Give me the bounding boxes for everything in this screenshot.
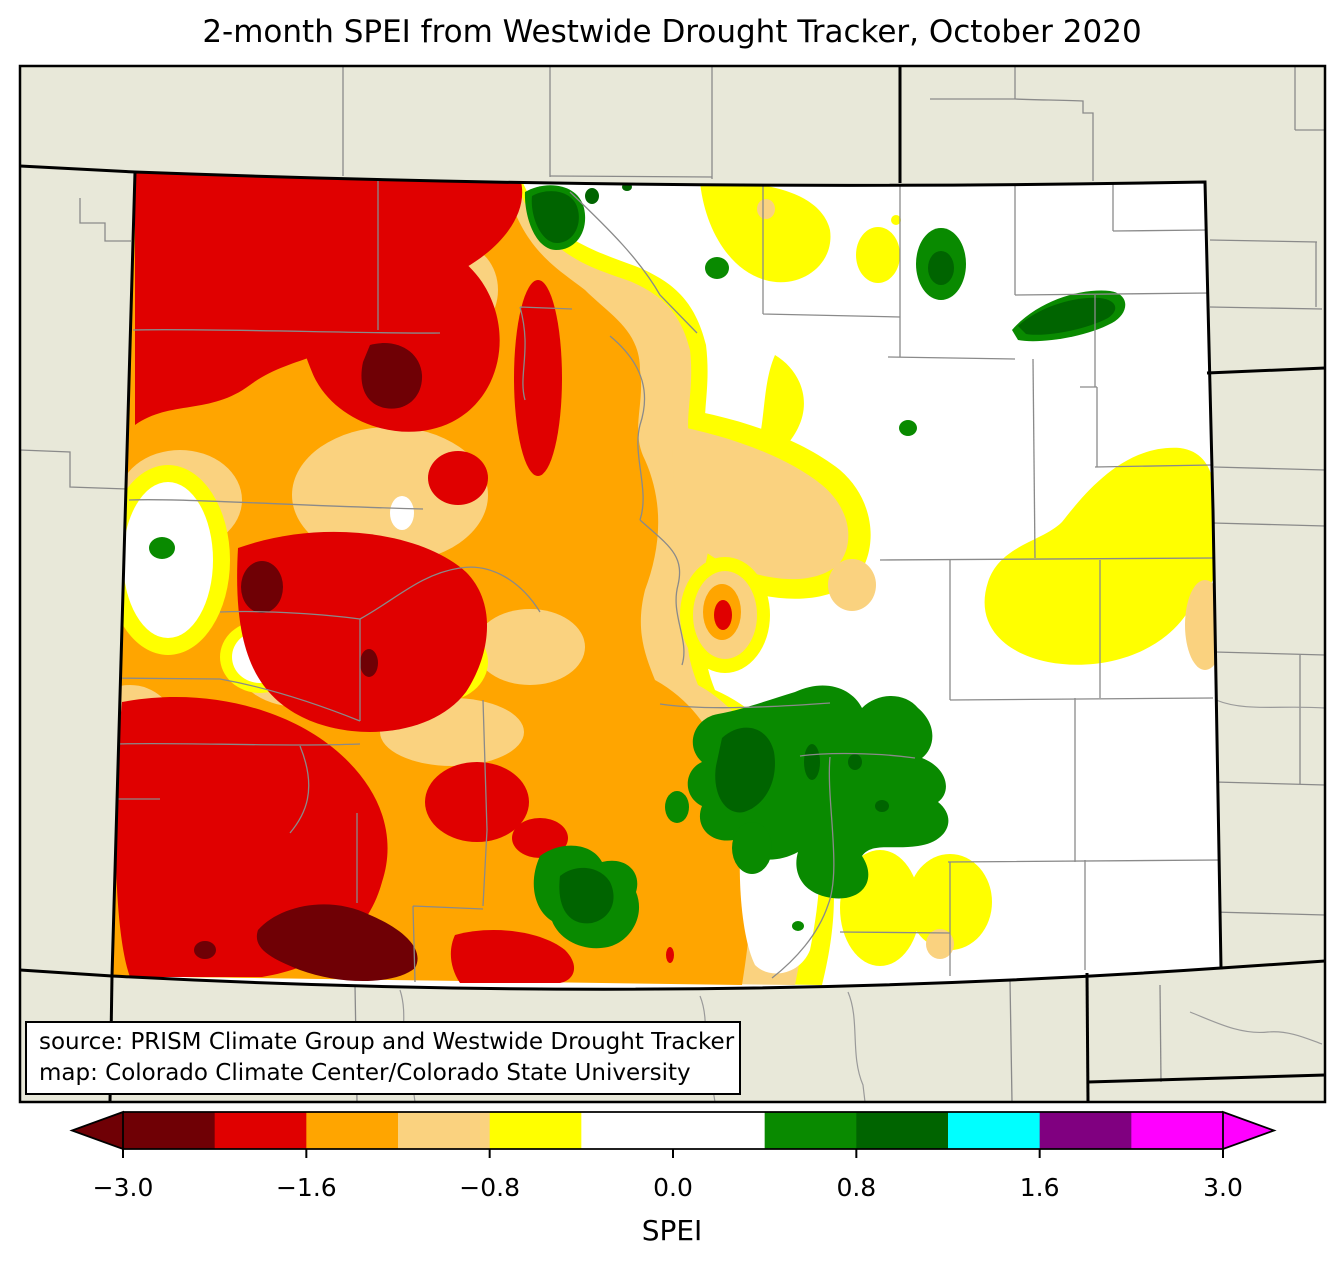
tick-label: 1.6	[1020, 1173, 1060, 1202]
map-frame-content	[20, 66, 1325, 1102]
slight-deficit-streak	[756, 355, 804, 456]
colorbar-right-arrow	[1222, 1110, 1277, 1151]
state-borders	[20, 66, 1325, 1102]
deficit-regions	[115, 172, 674, 983]
colorbar-axis-label: SPEI	[642, 1214, 703, 1247]
tick-label: 3.0	[1203, 1173, 1243, 1202]
east-slight-deficit-patches	[700, 181, 1221, 966]
source-line: source: PRISM Climate Group and Westwide…	[39, 1029, 735, 1055]
tick-label: −3.0	[93, 1173, 154, 1202]
map-credit-line: map: Colorado Climate Center/Colorado St…	[39, 1060, 691, 1086]
mild-deficit-arm	[671, 425, 849, 580]
tick-label: −0.8	[459, 1173, 520, 1202]
southeast-bullseye	[680, 557, 770, 673]
tick-label: 0.8	[836, 1173, 876, 1202]
colorado-county-lines	[112, 174, 1221, 983]
colorbar-tick-labels: −3.0 −1.6 −0.8 0.0 0.8 1.6 3.0	[93, 1173, 1243, 1202]
source-box: source: PRISM Climate Group and Westwide…	[25, 1021, 741, 1095]
colorado-spei-field	[112, 172, 1221, 990]
colorbar: −3.0 −1.6 −0.8 0.0 0.8 1.6 3.0 SPEI	[69, 1110, 1277, 1247]
colorbar-left-arrow	[69, 1110, 124, 1151]
severe-deficit-blobs	[194, 343, 423, 982]
colorbar-segments	[123, 1112, 1224, 1149]
page-title: 2-month SPEI from Westwide Drought Track…	[202, 14, 1142, 50]
surplus-areas	[149, 183, 1126, 949]
colorbar-ticks	[122, 1149, 1224, 1158]
neighbor-county-lines	[20, 66, 1325, 1102]
map-outer-frame	[18, 64, 1327, 1104]
tick-label: −1.6	[276, 1173, 337, 1202]
tick-label: 0.0	[653, 1173, 693, 1202]
